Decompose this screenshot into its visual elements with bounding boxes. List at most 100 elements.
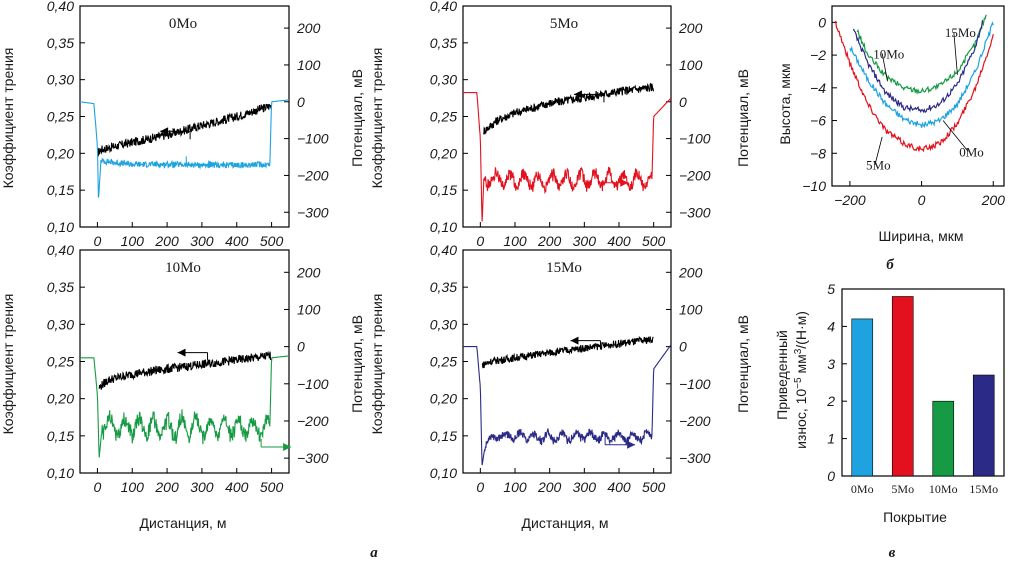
xtick-label: 300 <box>573 479 597 495</box>
ytick-left-label: 0,15 <box>47 182 74 198</box>
arrow-left-head <box>573 90 582 99</box>
ytick-right-label: 200 <box>296 264 321 280</box>
xtick-label: 400 <box>607 479 631 495</box>
xtick-label: 200 <box>154 479 179 495</box>
xlabel-coating: Покрытие <box>883 509 947 525</box>
ytick-label: 4 <box>827 318 835 334</box>
xtick-label: 100 <box>503 233 527 249</box>
arrow-left-head <box>177 348 186 357</box>
series-label-0Mo: 0Mo <box>959 145 984 160</box>
series-leader-line <box>953 32 958 75</box>
ytick-left-label: 0,35 <box>47 35 74 51</box>
wear-unit-mm: мм <box>793 354 809 377</box>
xtick-label: 100 <box>121 479 145 495</box>
series-label-15Mo: 15Mo <box>945 25 976 40</box>
arrow-left-head <box>570 336 579 345</box>
ytick-right-label: 0 <box>297 94 305 110</box>
ytick-left-label: 0,15 <box>47 428 74 444</box>
ytick-right-label: −100 <box>297 376 329 392</box>
ytick-right-label: −300 <box>297 204 329 220</box>
potential-series-line <box>463 92 671 222</box>
bar-10Mo <box>932 400 955 477</box>
ytick-right-label: −200 <box>679 413 711 429</box>
ytick-right-label: −200 <box>297 413 329 429</box>
arrow-left-head <box>160 127 169 136</box>
ytick-left-label: 0,30 <box>47 316 74 332</box>
ytick-left-label: 0,15 <box>430 182 457 198</box>
ytick-right-label: −300 <box>297 450 329 466</box>
ytick-label: 5 <box>827 281 835 297</box>
ylabel-cof-top: Коэффициент трения <box>0 48 16 189</box>
xtick-label: 200 <box>537 479 562 495</box>
subplot-title: 15Mo <box>546 260 582 276</box>
ytick-right-label: −300 <box>679 204 711 220</box>
ytick-left-label: 0,20 <box>47 145 74 161</box>
ytick-label: 3 <box>827 356 835 372</box>
subplot-title: 10Mo <box>165 260 201 276</box>
profile-line-15Mo <box>852 20 984 114</box>
xtick-label: 0 <box>94 479 102 495</box>
ytick-left-label: 0,10 <box>47 219 74 235</box>
xtick-label: 0 <box>918 192 926 208</box>
ytick-left-label: 0,30 <box>430 316 457 332</box>
ytick-right-label: 0 <box>679 94 687 110</box>
cof-potential-plot-0Mo: 0,10 0,15 0,20 0,25 0,30 0,35 0,40 −300 −200 −100… <box>47 0 329 249</box>
wear-unit-exp3: 3 <box>793 348 804 354</box>
ytick-label: 0 <box>827 468 835 484</box>
profile-line-0Mo <box>849 21 994 129</box>
wear-unit-base: износ, 10 <box>793 389 809 449</box>
arrow-right-head <box>283 442 292 451</box>
ytick-label: −4 <box>810 80 826 96</box>
ytick-right-label: −300 <box>679 450 711 466</box>
ytick-left-label: 0,35 <box>430 279 457 295</box>
series-label-5Mo: 5Mo <box>866 158 891 173</box>
ylabel-pot-top-right: Потенциал, мВ <box>735 69 751 167</box>
xtick-label: −200 <box>834 192 866 208</box>
subplot-title: 0Mo <box>169 16 197 32</box>
ylabel-height: Высота, мкм <box>777 63 793 144</box>
ytick-right-label: 100 <box>297 301 321 317</box>
ytick-left-label: 0,25 <box>47 354 74 370</box>
potential-series-line <box>80 355 289 458</box>
xtick-label: 300 <box>190 233 214 249</box>
xtick-label: 0 <box>94 233 102 249</box>
friction-series-line <box>481 335 654 369</box>
profile-line-5Mo <box>835 20 994 153</box>
bar-5Mo <box>891 296 914 477</box>
potential-series-line <box>80 99 289 198</box>
ytick-right-label: 200 <box>678 264 703 280</box>
ytick-right-label: 100 <box>297 57 321 73</box>
series-leader-line <box>881 53 888 82</box>
ytick-right-label: 200 <box>678 20 703 36</box>
xtick-label: 500 <box>260 233 284 249</box>
xtick-label: 200 <box>981 192 1006 208</box>
xtick-label: 200 <box>537 233 562 249</box>
friction-series-line <box>96 103 272 157</box>
ytick-right-label: 100 <box>679 57 703 73</box>
xtick-label: 300 <box>573 233 597 249</box>
ytick-left-label: 0,10 <box>47 465 74 481</box>
ytick-right-label: −100 <box>679 376 711 392</box>
ytick-right-label: −100 <box>297 131 329 147</box>
ytick-right-label: 0 <box>679 339 687 355</box>
plot-frame <box>79 5 290 228</box>
xlabel-width: Ширина, мкм <box>879 228 964 244</box>
ytick-left-label: 0,15 <box>430 428 457 444</box>
arrow-right-head <box>208 160 217 169</box>
ytick-right-label: −200 <box>679 167 711 183</box>
xtick-label: 400 <box>607 233 631 249</box>
plot-frame <box>79 249 290 474</box>
potential-series-line <box>463 344 671 466</box>
wear-track-profile-plot: 0 −2 −4 −6 −8 −10 −200 0 200 10Mo 15Mo 0Mo 5Mo <box>802 5 1006 208</box>
arrow-right-head <box>620 178 629 187</box>
ytick-left-label: 0,25 <box>47 109 74 125</box>
ytick-left-label: 0,40 <box>430 242 457 258</box>
ytick-left-label: 0,25 <box>430 354 457 370</box>
xtick-label: 200 <box>154 233 179 249</box>
ylabel-wear-line2: износ, 10−5 мм3/(Н·м) <box>793 311 809 449</box>
ytick-right-label: 100 <box>679 301 703 317</box>
ylabel-pot-bottom-right: Потенциал, мВ <box>735 315 751 413</box>
xtick-label: 100 <box>503 479 527 495</box>
ytick-right-label: 200 <box>296 20 321 36</box>
